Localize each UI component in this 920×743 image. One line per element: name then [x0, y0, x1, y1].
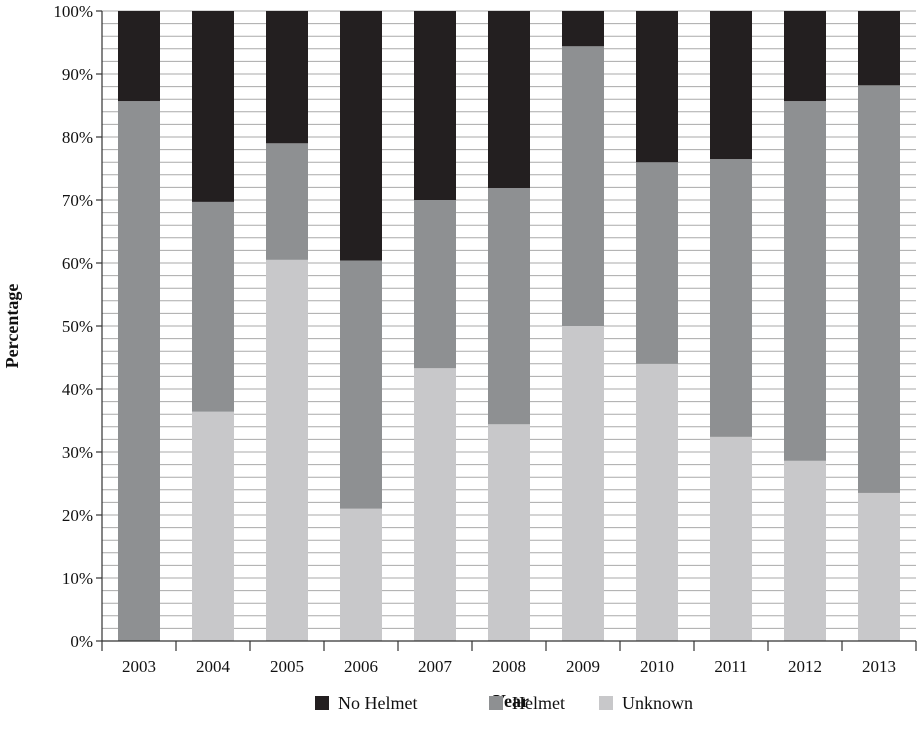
bars: [118, 11, 900, 642]
x-tick-label: 2008: [492, 657, 526, 676]
bar-2010-helmet: [636, 162, 678, 364]
bar-2013-no-helmet: [858, 11, 900, 86]
legend-swatch-no-helmet: [315, 696, 329, 710]
y-tick-label: 0%: [70, 632, 93, 651]
bar-2012-helmet: [784, 101, 826, 461]
bar-2004-helmet: [192, 201, 234, 412]
y-tick-label: 70%: [62, 191, 93, 210]
y-tick-label: 80%: [62, 128, 93, 147]
bar-2007-no-helmet: [414, 11, 456, 200]
bar-2005-unknown: [266, 259, 308, 641]
bar-2006-no-helmet: [340, 11, 382, 261]
legend-label-unknown: Unknown: [622, 693, 693, 713]
y-tick-labels: 0% 10% 20% 30% 40% 50% 60% 70% 80% 90% 100%: [53, 2, 93, 651]
bar-2004-unknown: [192, 411, 234, 641]
legend: No Helmet Helmet Unknown: [315, 693, 693, 713]
bar-2008-helmet: [488, 188, 530, 425]
y-tick-label: 30%: [62, 443, 93, 462]
y-tick-label: 90%: [62, 65, 93, 84]
bar-2003-no-helmet: [118, 11, 160, 102]
bar-2006-helmet: [340, 260, 382, 509]
bar-2010-unknown: [636, 363, 678, 641]
x-tick-label: 2005: [270, 657, 304, 676]
x-tick-label: 2009: [566, 657, 600, 676]
bar-2009-helmet: [562, 46, 604, 326]
bar-2008-unknown: [488, 424, 530, 641]
y-tick-label: 20%: [62, 506, 93, 525]
x-tick-labels: 2003 2004 2005 2006 2007 2008 2009 2010 2011 2012…: [122, 657, 896, 676]
bar-2011-unknown: [710, 436, 752, 641]
y-tick-label: 100%: [53, 2, 93, 21]
axes: [96, 10, 917, 651]
x-tick-label: 2011: [714, 657, 747, 676]
bar-2012-no-helmet: [784, 11, 826, 102]
bar-2005-no-helmet: [266, 11, 308, 144]
x-tick-label: 2013: [862, 657, 896, 676]
x-tick-label: 2010: [640, 657, 674, 676]
bar-2003-helmet: [118, 101, 160, 642]
x-tick-label: 2006: [344, 657, 378, 676]
legend-label-no-helmet: No Helmet: [338, 693, 417, 713]
bar-2010-no-helmet: [636, 11, 678, 163]
x-tick-label: 2012: [788, 657, 822, 676]
x-tick-label: 2004: [196, 657, 231, 676]
legend-label-helmet: Helmet: [512, 693, 565, 713]
y-tick-label: 60%: [62, 254, 93, 273]
bar-2012-unknown: [784, 460, 826, 641]
bar-2005-helmet: [266, 143, 308, 260]
y-tick-label: 40%: [62, 380, 93, 399]
bar-2013-unknown: [858, 492, 900, 641]
bar-2009-unknown: [562, 326, 604, 641]
bar-2004-no-helmet: [192, 11, 234, 202]
x-tick-label: 2003: [122, 657, 156, 676]
bar-2011-helmet: [710, 159, 752, 437]
y-tick-label: 10%: [62, 569, 93, 588]
y-tick-label: 50%: [62, 317, 93, 336]
x-tick-label: 2007: [418, 657, 453, 676]
legend-swatch-helmet: [489, 696, 503, 710]
bar-2011-no-helmet: [710, 11, 752, 160]
legend-swatch-unknown: [599, 696, 613, 710]
bar-2008-no-helmet: [488, 11, 530, 189]
bar-2007-unknown: [414, 368, 456, 641]
bar-2013-helmet: [858, 85, 900, 493]
bar-2009-no-helmet: [562, 11, 604, 47]
y-axis-title: Percentage: [2, 284, 22, 369]
bar-2007-helmet: [414, 200, 456, 369]
bar-2006-unknown: [340, 508, 382, 641]
